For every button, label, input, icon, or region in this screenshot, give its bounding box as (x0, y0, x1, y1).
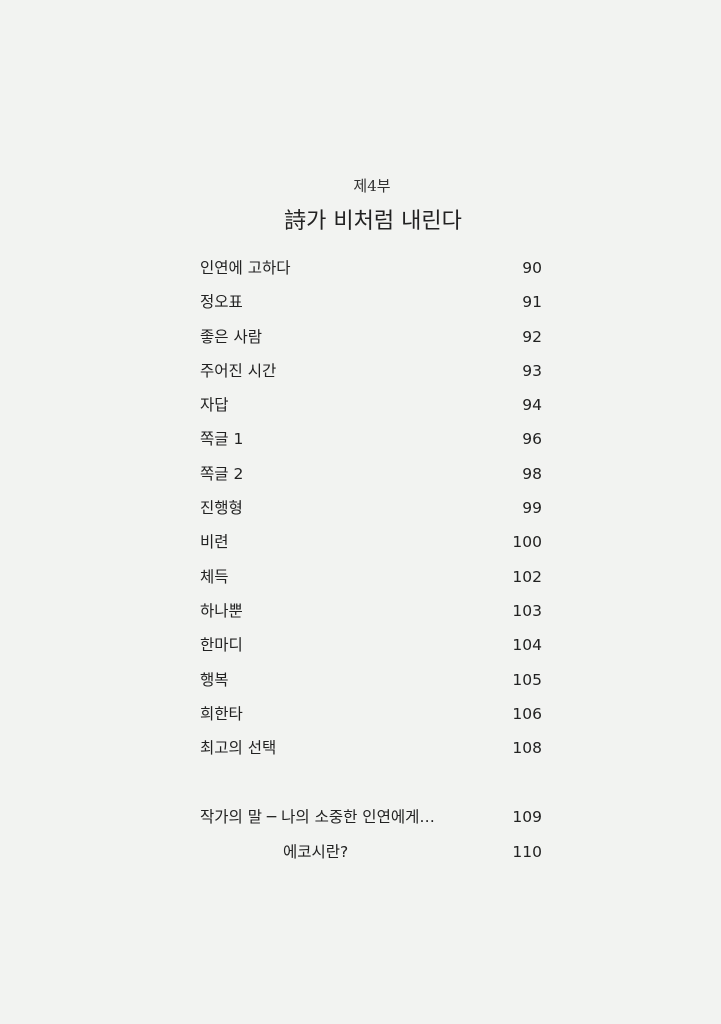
toc-entry-page: 102 (512, 567, 542, 586)
toc-entry[interactable]: 한마디 104 (200, 633, 542, 667)
toc-entry-page: 105 (512, 670, 542, 689)
toc-entry-title: 자답 (200, 396, 229, 415)
toc-entry[interactable]: 체득 102 (200, 565, 542, 599)
toc-entry-title: 하나뿐 (200, 601, 243, 620)
toc-entry[interactable]: 좋은 사람 92 (200, 325, 542, 359)
toc-entry-page: 96 (522, 430, 542, 449)
toc-entry-page: 90 (522, 259, 542, 277)
toc-entry-title: 비련 (200, 533, 229, 552)
toc-entry[interactable]: 행복 105 (200, 668, 542, 702)
toc-entry[interactable]: 비련 100 (200, 530, 542, 564)
toc-entry[interactable]: 최고의 선택 108 (200, 736, 542, 770)
part-label: 제4부 (353, 177, 391, 195)
toc-entry-page: 106 (512, 704, 542, 723)
toc-entry[interactable]: 인연에 고하다 90 (200, 256, 542, 290)
toc-entry[interactable]: 하나뿐 103 (200, 599, 542, 633)
toc-entry-page: 93 (522, 361, 542, 380)
toc-entry[interactable]: 진행형 99 (200, 496, 542, 530)
toc-entry-title: 인연에 고하다 (200, 259, 291, 277)
toc-entry-title: 행복 (200, 670, 229, 689)
toc-entry-title: 에코시란? (283, 843, 349, 861)
toc-entry[interactable]: 희한타 106 (200, 702, 542, 736)
toc-entry-title: 희한타 (200, 704, 243, 723)
part-title: 詩가 비처럼 내린다 (284, 209, 462, 234)
toc-entry-title: 쪽글 1 (200, 430, 244, 449)
toc-entry-page: 109 (512, 808, 542, 826)
toc-entry-page: 103 (512, 601, 542, 620)
toc-entry[interactable]: 주어진 시간 93 (200, 359, 542, 393)
toc-entry[interactable]: 쪽글 2 98 (200, 462, 542, 496)
toc-entry[interactable]: 정오표 91 (200, 290, 542, 324)
toc-entry-page: 110 (512, 843, 542, 861)
toc-entry-page: 91 (522, 293, 542, 312)
toc-entry-page: 99 (522, 499, 542, 518)
toc-list: 인연에 고하다 90 정오표 91 좋은 사람 92 주어진 시간 93 자답 94 쪽글 1 96 쪽… (200, 256, 542, 770)
toc-entry-page: 100 (512, 533, 542, 552)
toc-entry-title: 정오표 (200, 293, 243, 312)
toc-entry-page: 92 (522, 327, 542, 346)
toc-entry-title: 쪽글 2 (200, 464, 244, 483)
toc-entry-page: 94 (522, 396, 542, 415)
toc-entry-title: 좋은 사람 (200, 327, 262, 346)
toc-entry-title: 한마디 (200, 636, 243, 655)
toc-entry-title: 최고의 선택 (200, 739, 277, 758)
toc-entry-title: 체득 (200, 567, 229, 586)
toc-entry-title: 주어진 시간 (200, 361, 277, 380)
toc-entry-page: 104 (512, 636, 542, 655)
toc-entry[interactable]: 쪽글 1 96 (200, 427, 542, 461)
toc-entry-page: 108 (512, 739, 542, 758)
toc-entry-page: 98 (522, 464, 542, 483)
toc-entry-title: 진행형 (200, 499, 243, 518)
toc-entry-title: 작가의 말 ─ 나의 소중한 인연에게… (200, 808, 435, 826)
toc-entry[interactable]: 자답 94 (200, 393, 542, 427)
